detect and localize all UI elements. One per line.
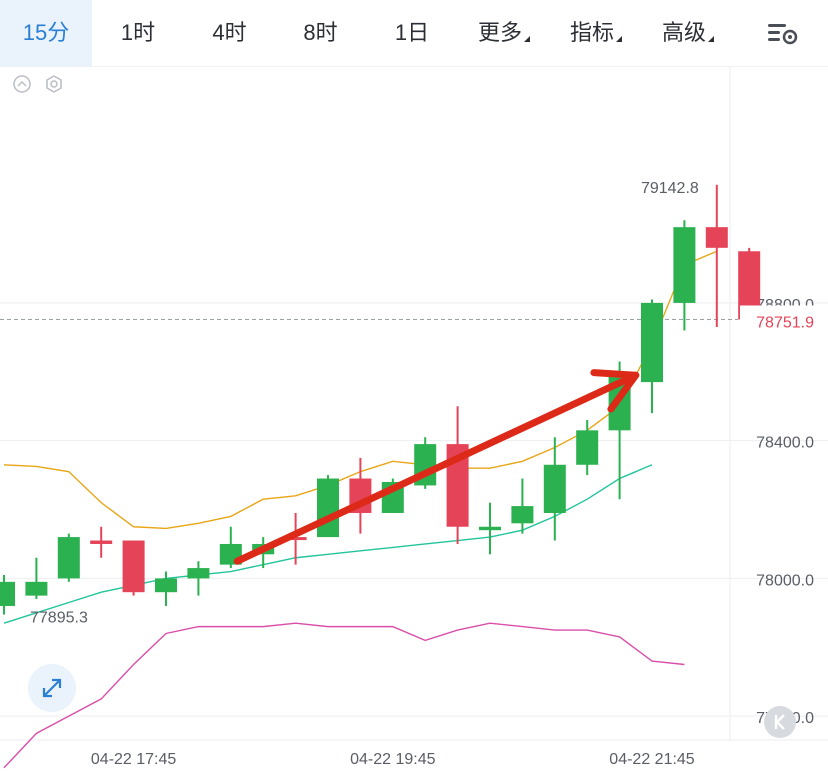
y-tick-label: 78000.0: [756, 572, 814, 589]
y-tick-label: 78400.0: [756, 435, 814, 452]
chart-toolbar: [12, 74, 72, 96]
trend-arrow-shaft: [233, 371, 640, 565]
x-tick-label: 04-22 19:45: [350, 751, 436, 768]
tab-5[interactable]: 更多: [458, 0, 550, 66]
tab-0[interactable]: 15分: [0, 0, 92, 66]
tab-label: 指标: [569, 20, 614, 45]
current-price-badge: [740, 305, 828, 334]
tab-label: 更多: [477, 20, 522, 45]
tab-label: 15分: [22, 20, 70, 45]
hexagon-settings-icon[interactable]: [44, 74, 64, 94]
candle-body: [543, 464, 566, 513]
timeframe-tab-bar: 15分 1时 4时 8时 1日 更多 指标 高级: [0, 0, 828, 67]
candle-body: [122, 540, 145, 593]
expand-arrows-icon[interactable]: [28, 664, 76, 712]
candle-body: [90, 540, 113, 544]
tab-6[interactable]: 指标: [550, 0, 642, 66]
tab-2[interactable]: 4时: [184, 0, 275, 66]
tab-3[interactable]: 8时: [275, 0, 366, 66]
candle-body: [511, 506, 534, 524]
boll-mid-line: [3, 464, 653, 624]
tab-1[interactable]: 1时: [92, 0, 184, 66]
low-price-label: 77895.3: [30, 610, 88, 627]
current-price-label: 78751.9: [756, 314, 814, 331]
tab-label: 8时: [303, 20, 338, 45]
x-tick-label: 04-22 21:45: [609, 751, 695, 768]
dropdown-caret-icon: [524, 36, 530, 42]
candle-body: [673, 227, 696, 303]
candle-body: [576, 430, 599, 465]
tab-7[interactable]: 高级: [642, 0, 734, 66]
collapse-circle-icon[interactable]: [12, 74, 32, 94]
tab-label: 4时: [212, 20, 247, 45]
candle-body: [155, 578, 177, 593]
trend-arrow-head: [590, 369, 640, 413]
chart-settings-icon[interactable]: [766, 18, 798, 48]
candle-body: [57, 537, 80, 579]
tab-4[interactable]: 1日: [366, 0, 458, 66]
candle-body: [738, 251, 761, 320]
boll-lower-line: [3, 622, 685, 769]
tab-label: 1时: [120, 20, 156, 45]
x-tick-label: 04-22 17:45: [91, 751, 177, 768]
candle-body: [641, 302, 663, 383]
candle-body: [187, 568, 210, 579]
dropdown-caret-icon: [616, 36, 622, 42]
candle-body: [317, 478, 339, 538]
candle-body: [705, 227, 728, 248]
candle-body: [0, 581, 15, 606]
candle-body: [479, 526, 501, 531]
candle-body: [25, 581, 48, 596]
candle-body: [284, 537, 307, 541]
k-line-icon[interactable]: [764, 706, 796, 738]
tab-label: 高级: [661, 20, 706, 45]
dropdown-caret-icon: [708, 36, 714, 42]
tab-label: 1日: [394, 20, 430, 45]
high-price-label: 79142.8: [641, 180, 699, 197]
